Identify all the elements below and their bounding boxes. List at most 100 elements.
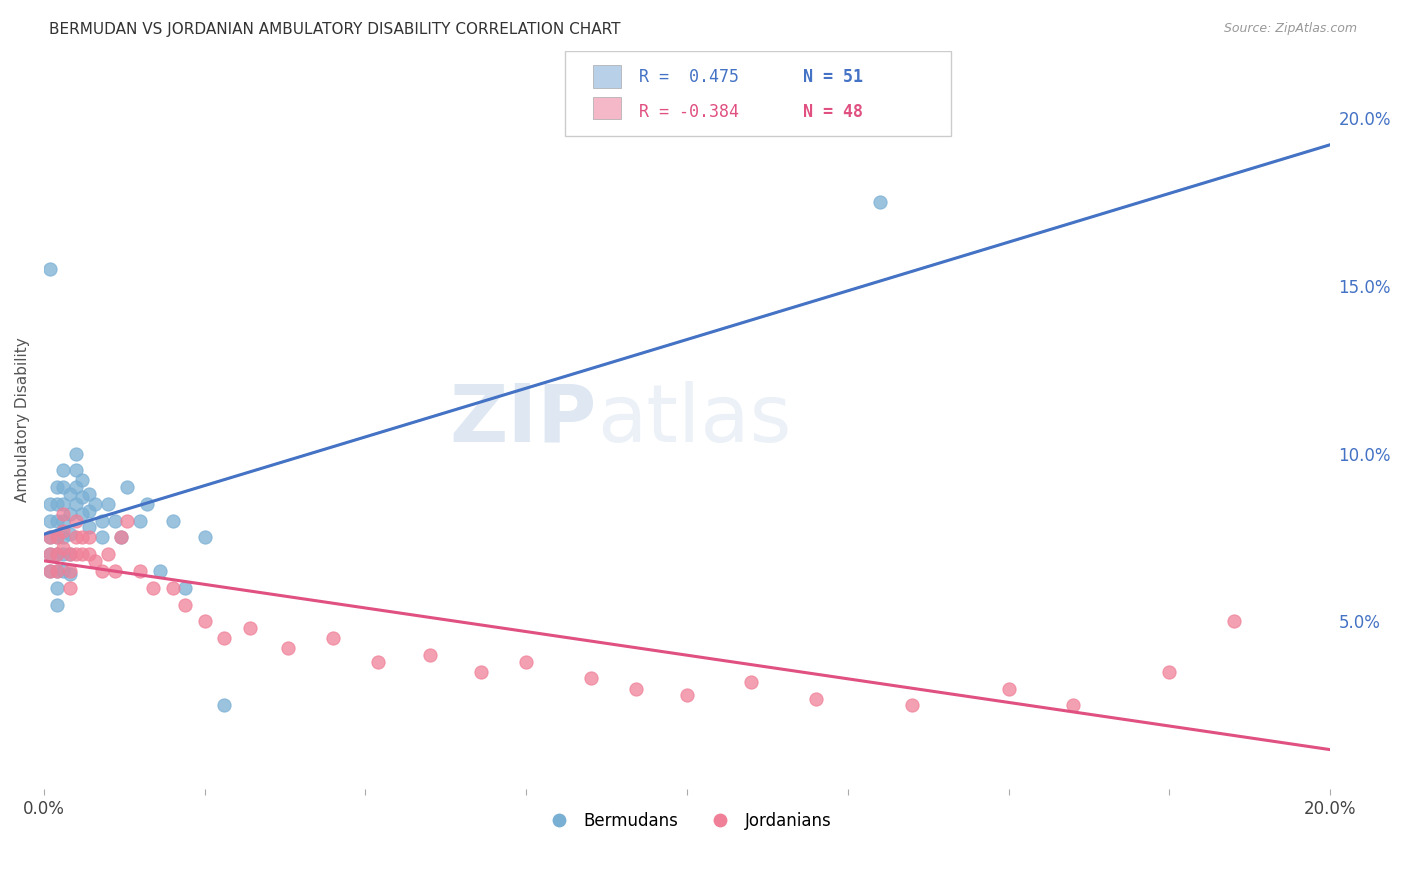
Point xyxy=(39,261,62,276)
Point xyxy=(117,480,139,494)
FancyBboxPatch shape xyxy=(565,51,950,136)
Text: BERMUDAN VS JORDANIAN AMBULATORY DISABILITY CORRELATION CHART: BERMUDAN VS JORDANIAN AMBULATORY DISABIL… xyxy=(49,22,620,37)
Point xyxy=(45,497,67,511)
Point xyxy=(45,581,67,595)
Point xyxy=(52,541,75,555)
Point xyxy=(212,698,235,713)
Point xyxy=(72,547,94,561)
Point xyxy=(194,531,217,545)
Point xyxy=(52,497,75,511)
Point xyxy=(65,446,87,460)
Point xyxy=(162,514,184,528)
Point xyxy=(515,655,537,669)
Point xyxy=(142,581,165,595)
Point xyxy=(45,547,67,561)
Point xyxy=(77,487,100,501)
Point xyxy=(162,581,184,595)
Point xyxy=(419,648,441,662)
Point xyxy=(1222,615,1244,629)
Point xyxy=(110,531,132,545)
Point xyxy=(52,531,75,545)
Point xyxy=(45,480,67,494)
Text: ZIP: ZIP xyxy=(450,381,598,459)
Point xyxy=(39,564,62,578)
Point xyxy=(45,564,67,578)
Point xyxy=(129,564,152,578)
Point xyxy=(52,463,75,477)
Point xyxy=(52,564,75,578)
Point xyxy=(239,621,262,635)
Point xyxy=(39,564,62,578)
Point xyxy=(39,531,62,545)
Point xyxy=(72,490,94,504)
Point xyxy=(59,547,82,561)
Point xyxy=(84,497,107,511)
Text: R = -0.384: R = -0.384 xyxy=(640,103,740,121)
Point xyxy=(65,497,87,511)
Text: R =  0.475: R = 0.475 xyxy=(640,68,740,86)
Point xyxy=(59,527,82,541)
Point xyxy=(39,547,62,561)
Legend: Bermudans, Jordanians: Bermudans, Jordanians xyxy=(536,805,838,837)
Point xyxy=(59,487,82,501)
Point xyxy=(59,581,82,595)
Point xyxy=(367,655,389,669)
Point xyxy=(90,564,112,578)
Point xyxy=(52,524,75,538)
Point xyxy=(39,547,62,561)
Point xyxy=(579,672,602,686)
Point xyxy=(77,503,100,517)
Point xyxy=(901,698,924,713)
Point xyxy=(97,547,120,561)
Point xyxy=(52,480,75,494)
Point xyxy=(65,463,87,477)
Point xyxy=(1062,698,1084,713)
Point xyxy=(97,497,120,511)
Point xyxy=(59,564,82,578)
Y-axis label: Ambulatory Disability: Ambulatory Disability xyxy=(15,337,30,502)
Point xyxy=(45,531,67,545)
Text: atlas: atlas xyxy=(598,381,792,459)
Point xyxy=(45,531,67,545)
Point xyxy=(39,497,62,511)
Point xyxy=(149,564,172,578)
Point xyxy=(65,547,87,561)
Bar xyxy=(593,65,621,87)
Point xyxy=(90,531,112,545)
Point xyxy=(110,531,132,545)
Point xyxy=(39,531,62,545)
Point xyxy=(52,514,75,528)
Point xyxy=(72,474,94,488)
Point xyxy=(322,631,344,645)
Point xyxy=(45,598,67,612)
Point xyxy=(212,631,235,645)
Point xyxy=(39,514,62,528)
Point xyxy=(804,691,827,706)
Point xyxy=(277,641,299,656)
Point xyxy=(52,507,75,521)
Point xyxy=(72,507,94,521)
Point xyxy=(45,564,67,578)
Point xyxy=(59,567,82,582)
Text: Source: ZipAtlas.com: Source: ZipAtlas.com xyxy=(1223,22,1357,36)
Point xyxy=(52,547,75,561)
Text: N = 48: N = 48 xyxy=(803,103,863,121)
Point xyxy=(624,681,647,696)
Point xyxy=(59,547,82,561)
Text: N = 51: N = 51 xyxy=(803,68,863,86)
Point xyxy=(77,531,100,545)
Point xyxy=(90,514,112,528)
Point xyxy=(135,497,157,511)
Point xyxy=(869,194,891,209)
Point xyxy=(129,514,152,528)
Point xyxy=(194,615,217,629)
Point xyxy=(174,581,197,595)
Point xyxy=(45,547,67,561)
Point xyxy=(72,531,94,545)
Point xyxy=(174,598,197,612)
Point xyxy=(59,507,82,521)
Point xyxy=(676,688,699,702)
Bar xyxy=(593,96,621,120)
Point xyxy=(470,665,492,679)
Point xyxy=(65,531,87,545)
